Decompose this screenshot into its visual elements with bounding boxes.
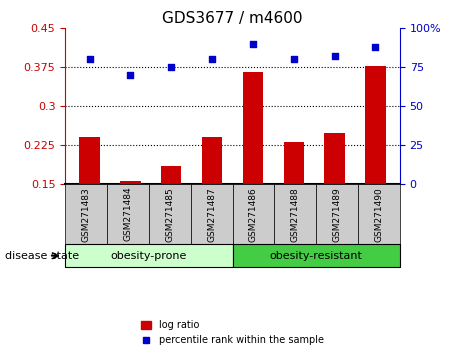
Point — [372, 44, 379, 50]
Text: GSM271487: GSM271487 — [207, 187, 216, 241]
Bar — [80, 137, 100, 184]
Point — [290, 57, 298, 62]
Point — [126, 72, 134, 78]
Text: GSM271486: GSM271486 — [249, 187, 258, 241]
Bar — [365, 66, 385, 184]
Bar — [325, 133, 345, 184]
Text: obesity-prone: obesity-prone — [111, 251, 187, 261]
Point — [208, 57, 216, 62]
Point — [86, 57, 93, 62]
Point — [167, 64, 175, 70]
Bar — [243, 73, 263, 184]
Text: GSM271483: GSM271483 — [81, 187, 91, 241]
Bar — [202, 137, 222, 184]
Text: GSM271484: GSM271484 — [123, 187, 133, 241]
Text: GSM271488: GSM271488 — [291, 187, 300, 241]
Title: GDS3677 / m4600: GDS3677 / m4600 — [162, 11, 303, 26]
Text: GSM271485: GSM271485 — [165, 187, 174, 241]
Text: GSM271489: GSM271489 — [332, 187, 342, 241]
Legend: log ratio, percentile rank within the sample: log ratio, percentile rank within the sa… — [137, 316, 328, 349]
Point — [249, 41, 257, 47]
Point — [331, 53, 339, 59]
Bar — [284, 142, 304, 184]
Text: GSM271490: GSM271490 — [374, 187, 384, 241]
Bar — [120, 182, 140, 184]
Text: disease state: disease state — [5, 251, 79, 261]
Bar — [161, 166, 181, 184]
Text: obesity-resistant: obesity-resistant — [270, 251, 363, 261]
